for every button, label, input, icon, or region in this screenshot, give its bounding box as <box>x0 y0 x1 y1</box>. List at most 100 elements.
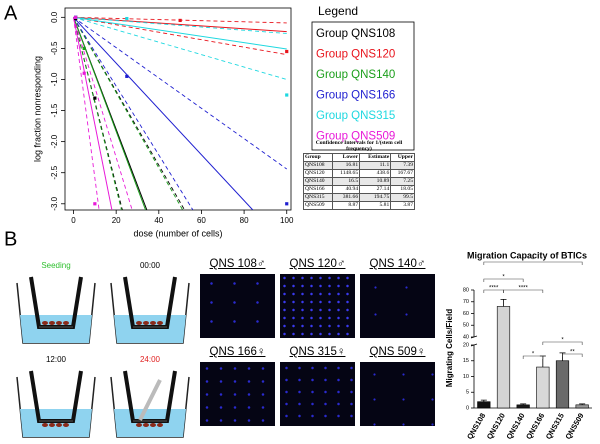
table-cell: QNS120 <box>302 169 334 178</box>
table-cell: QNS315 <box>302 193 334 202</box>
micrograph <box>360 362 435 426</box>
assay-step: Seeding <box>41 261 70 270</box>
significance-bracket <box>542 341 583 345</box>
panel-label: B <box>4 228 17 250</box>
ci-line <box>73 17 194 210</box>
data-point <box>82 71 86 75</box>
assay-step: 12:00 <box>46 355 67 364</box>
ci-line <box>73 17 100 210</box>
legend-entry: Group QNS108 <box>316 28 395 40</box>
x-tick-label: 40 <box>154 216 163 225</box>
micrograph <box>200 362 275 426</box>
x-tick-label: QNS509 <box>563 411 585 440</box>
y-tick-label: -1.0 <box>50 72 59 86</box>
y-tick-label: 5 <box>466 390 469 396</box>
table-cell: 167.67 <box>390 169 415 178</box>
ci-table: Confidence Intervals for 1/(stem cell fr… <box>302 140 415 210</box>
micrograph <box>360 274 435 338</box>
bar <box>516 404 530 409</box>
table-header: Estimate <box>359 153 392 162</box>
y-tick-label: 15 <box>463 358 469 364</box>
table-cell: 381.66 <box>332 193 361 202</box>
pipette <box>138 379 162 421</box>
y-tick-label: 50 <box>463 323 469 329</box>
y-axis-label: Migrating Cells/Field <box>445 309 454 387</box>
data-point <box>125 16 129 21</box>
table-cell: QNS140 <box>302 177 334 186</box>
well <box>109 275 191 345</box>
table-row: QNS509 8.87 5.81 3.87 <box>302 201 415 210</box>
significance-bracket <box>483 278 524 282</box>
micrograph <box>280 274 355 338</box>
table-cell: 438.6 <box>359 169 392 178</box>
assay-diagram: Seeding 00:00 12:00 24:00 <box>15 261 191 439</box>
panel-label: A <box>4 2 18 24</box>
bar <box>575 404 589 409</box>
data-point <box>74 15 78 19</box>
bar <box>477 401 491 409</box>
fit-line <box>73 17 147 210</box>
image-label: QNS 166♀ <box>209 346 266 358</box>
table-cell: QNS509 <box>302 201 334 210</box>
legend-title: Legend <box>318 4 358 18</box>
table-cell: 3.87 <box>390 201 415 210</box>
well <box>15 275 97 345</box>
significance-bracket <box>562 353 583 357</box>
well <box>15 369 97 439</box>
significance-label: **** <box>489 286 499 292</box>
y-tick-label: 20 <box>463 342 469 348</box>
legend-entry: Group QNS315 <box>316 110 395 122</box>
table-cell: 99.5 <box>390 193 415 202</box>
x-tick-label: 60 <box>197 216 206 225</box>
table-cell: 7.25 <box>390 177 415 186</box>
data-point <box>93 96 97 100</box>
significance-label: * <box>561 338 564 344</box>
ci-line <box>73 16 287 56</box>
data-point <box>93 202 97 206</box>
micrograph <box>200 274 275 338</box>
y-tick-label: 40 <box>463 334 469 340</box>
x-axis-label: dose (number of cells) <box>133 228 222 238</box>
table-header: Upper <box>390 153 415 162</box>
error-bar <box>579 403 586 405</box>
y-tick-label: 60 <box>463 311 469 317</box>
error-bar <box>520 403 527 405</box>
table-row: QNS140 16.5 10.89 7.25 <box>302 177 415 186</box>
data-point <box>125 74 129 78</box>
ci-line <box>73 17 122 210</box>
table-cell: 5.81 <box>359 201 392 210</box>
y-tick-label: 0.0 <box>50 11 59 23</box>
data-point <box>178 18 182 23</box>
table-row: QNS108 16.81 11.1 7.39 <box>302 161 415 170</box>
significance-label: **** <box>518 286 528 292</box>
plot-frame <box>64 7 292 211</box>
table-cell: 18.05 <box>390 185 415 194</box>
table-row: QNS120 1148.65 438.6 167.67 <box>302 169 415 178</box>
ci-line <box>73 17 185 210</box>
x-tick-label: 100 <box>280 216 294 225</box>
significance-label: * <box>532 352 535 358</box>
bar <box>555 360 570 409</box>
y-tick-label: -3.0 <box>50 196 59 210</box>
table-cell: 7.39 <box>390 161 415 170</box>
ci-line <box>73 17 133 210</box>
table-cell: 10.89 <box>359 177 392 186</box>
table-cell: 194.75 <box>359 193 392 202</box>
legend-entry: Group QNS166 <box>316 90 395 102</box>
table-cell: 16.81 <box>332 161 361 170</box>
table-cell: QNS108 <box>302 161 334 170</box>
image-label: QNS 120♂ <box>289 258 346 270</box>
image-label: QNS 509♀ <box>369 346 426 358</box>
table-title: Confidence Intervals for 1/(stem cell fr… <box>315 140 403 152</box>
table-cell: 27.14 <box>359 185 392 194</box>
x-tick-label: 0 <box>71 216 76 225</box>
chart-title: Migration Capacity of BTICs <box>467 250 587 260</box>
table-row: QNS315 381.66 194.75 99.5 <box>302 193 415 202</box>
significance-bracket <box>503 289 544 293</box>
table-header: Group <box>302 153 334 162</box>
significance-label: ** <box>570 350 575 356</box>
bar <box>496 306 511 409</box>
legend-entry: Group QNS120 <box>316 49 395 61</box>
y-tick-label: 0 <box>466 405 469 411</box>
